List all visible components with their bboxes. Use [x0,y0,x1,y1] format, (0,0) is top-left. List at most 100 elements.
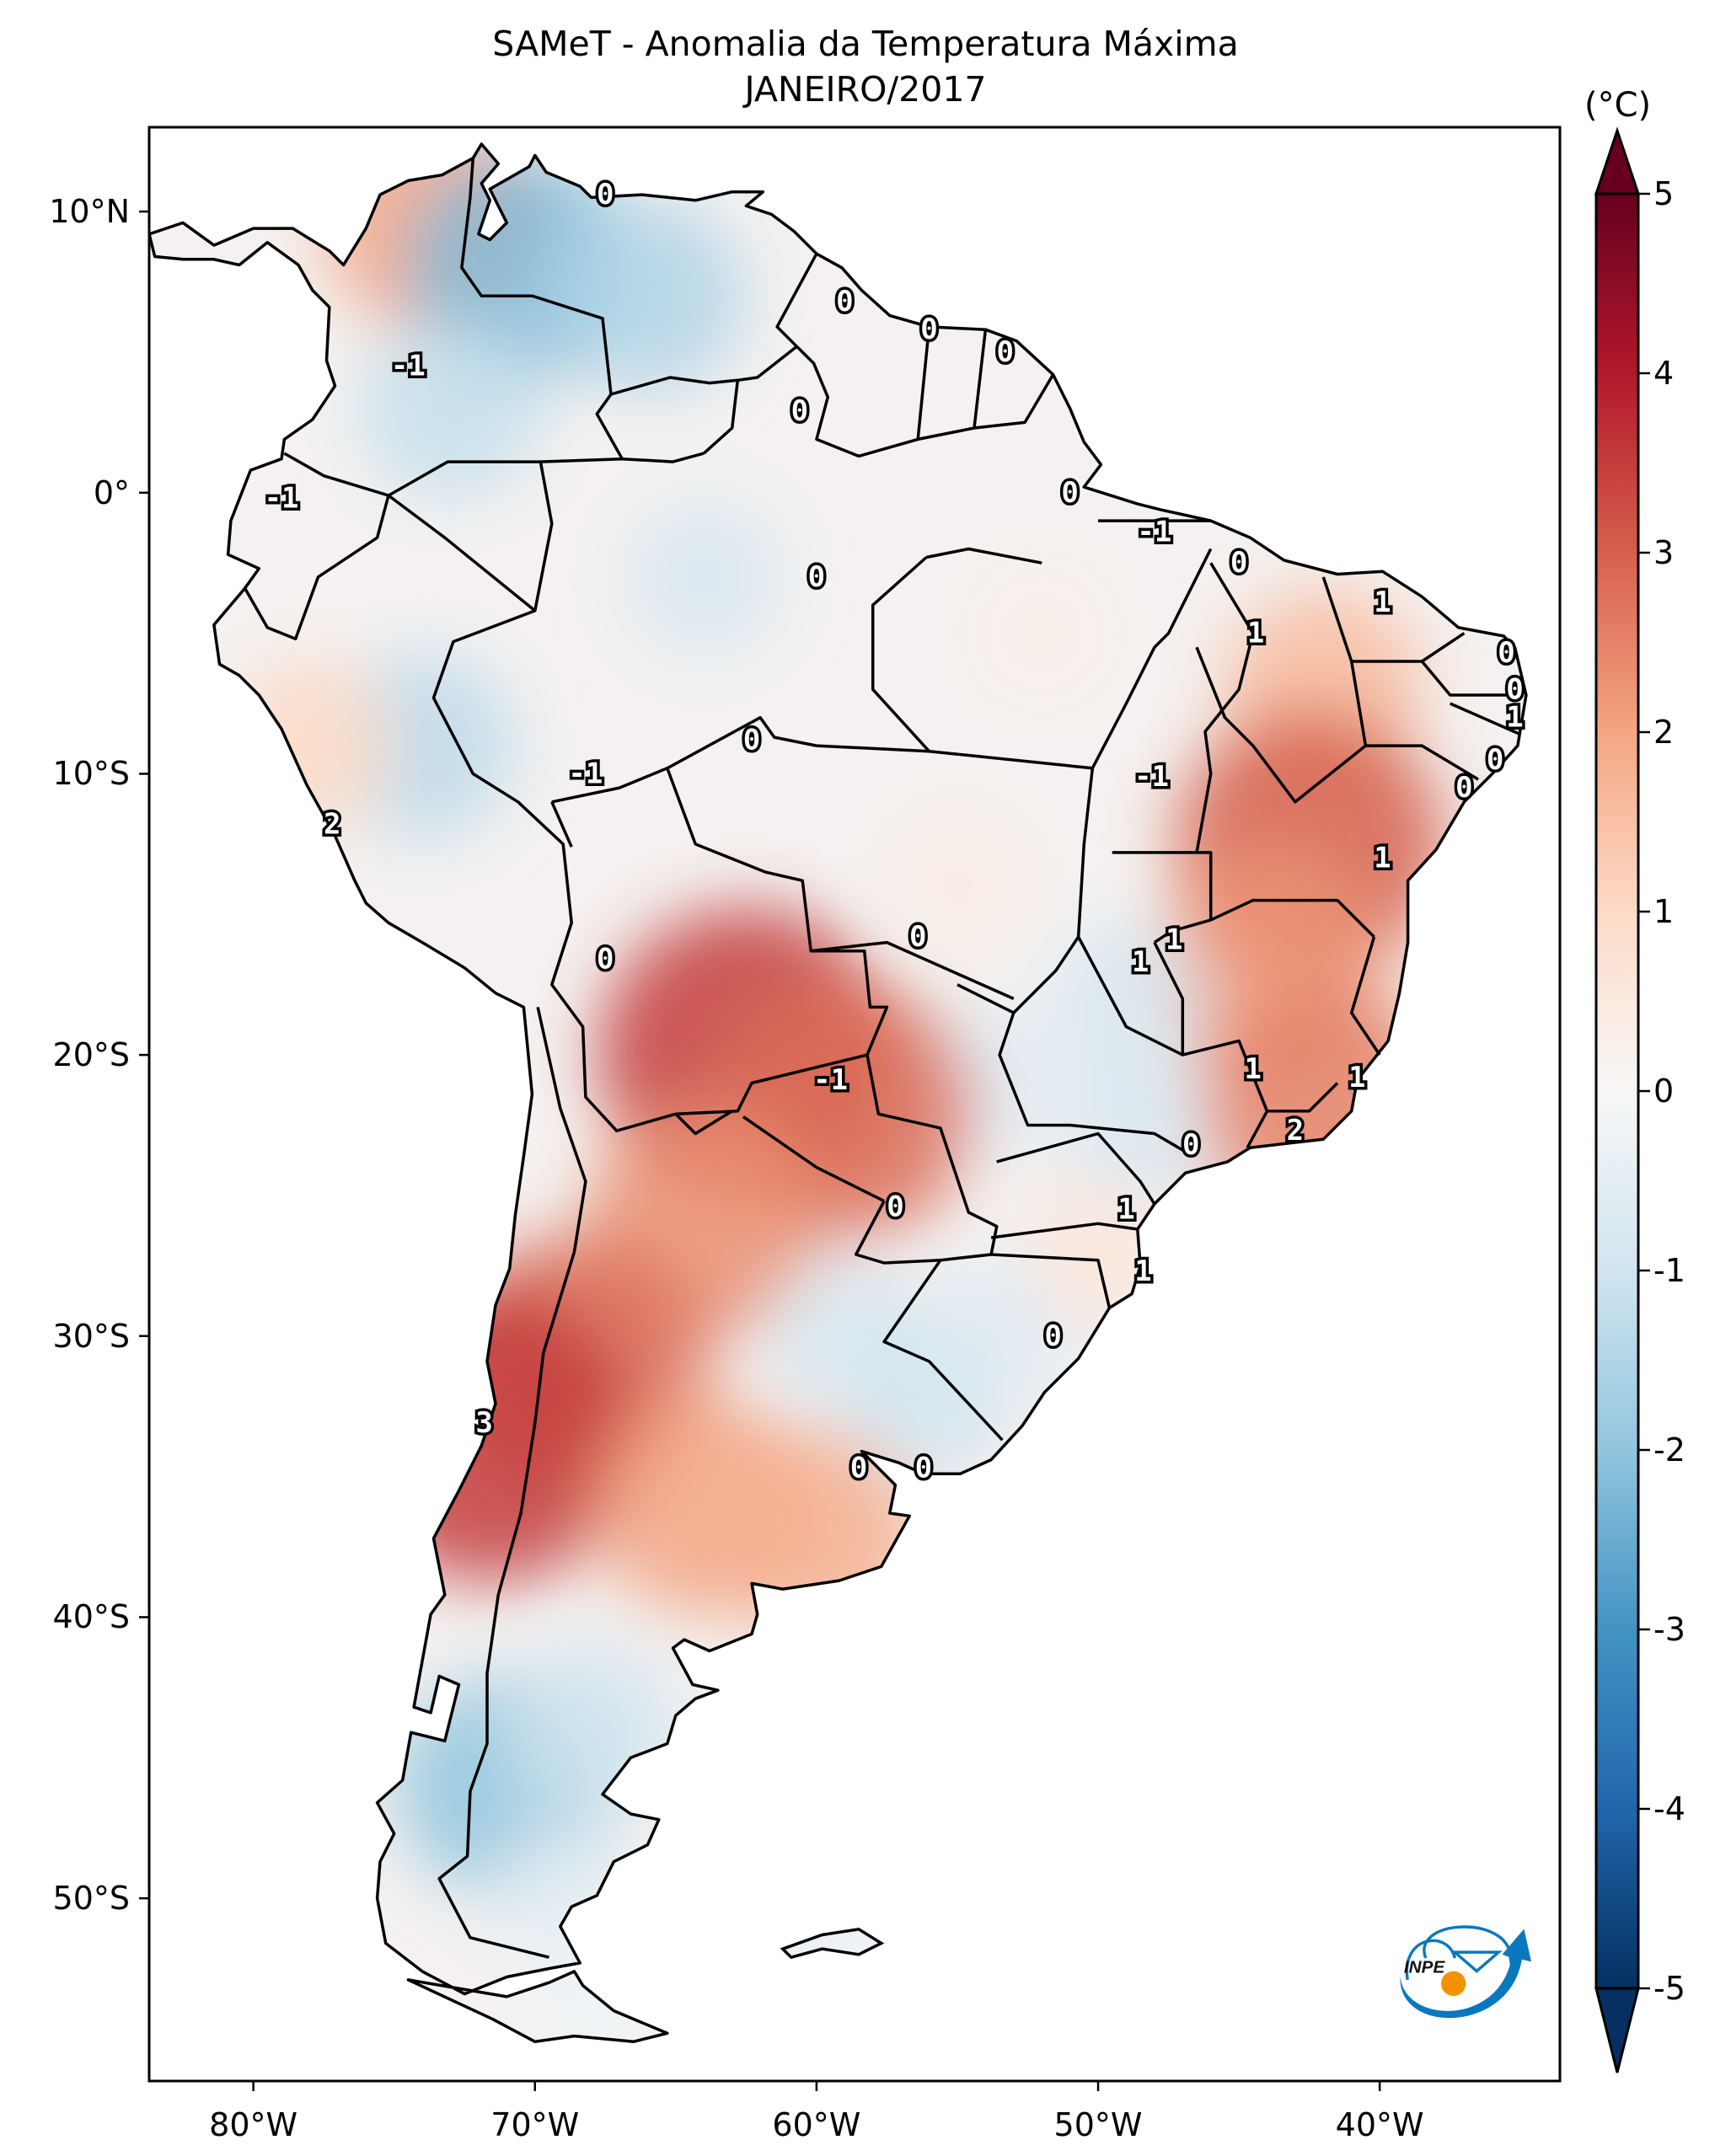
colorbar-tick-label: -5 [1653,1970,1685,2007]
logo-text: INPE [1404,1957,1446,1977]
anomaly-region-goias-south [1047,919,1206,1078]
border-line [854,1200,941,1265]
lat-tick-label: 50°S [52,1880,130,1918]
border-line [1091,548,1213,769]
falkland-islands [780,1927,885,1960]
colorbar-tick-label: -3 [1653,1611,1685,1648]
contour-label: -1 [813,1063,848,1097]
lat-tick-label: 20°S [52,1036,130,1074]
anomaly-region-tierra-del-fuego [527,1946,656,2042]
border-line [437,1007,587,1959]
contour-label: 1 [1132,945,1149,979]
border-line [283,452,389,497]
contour-label: 1 [1506,701,1523,735]
colorbar-tick-label: 0 [1653,1073,1675,1110]
contour-label: 1 [1348,1061,1365,1094]
contour-label: 0 [597,178,614,211]
border-line [666,715,817,770]
anomaly-region-sao-paulo [1061,1046,1220,1205]
border-line [775,253,818,348]
coastline [149,142,1528,2044]
border-line [990,1222,1139,1239]
border-line [1365,744,1479,781]
contour-label: 0 [887,1190,903,1223]
contour-label: -1 [1134,760,1169,794]
border-line [244,495,390,641]
border-line [550,801,573,848]
contour-label: 0 [1061,476,1078,510]
border-line [1153,941,1185,1056]
contour-label: 0 [597,943,614,976]
colorbar-unit-label: (°C) [1584,86,1652,125]
border-line [622,452,705,463]
colorbar-tick-label: -4 [1653,1790,1685,1827]
border-line [431,158,1004,1442]
colorbar-tick-label: 4 [1653,355,1675,392]
colorbar-extend-max [1594,126,1641,195]
anomaly-region-venezuela [550,199,745,393]
contour-label: -1 [391,350,426,383]
contour-label: 0 [1487,743,1503,777]
anomaly-region-mato-grosso [887,816,1026,955]
contour-label: 1 [1374,842,1391,875]
lat-tick-label: 10°S [52,755,130,793]
inpe-logo: INPE [1400,1925,1532,2019]
anomaly-region-colombia [361,318,540,498]
border-line [991,1253,1112,1308]
lon-tick-label: 40°W [1335,2106,1424,2143]
border-line [998,1012,1189,1155]
lat-tick-label: 40°S [52,1598,130,1636]
colorbar-tick-label: -1 [1653,1252,1685,1289]
logo-sun-icon [1440,1971,1466,1996]
border-line [703,380,740,455]
colorbar-tick-label: 3 [1653,534,1675,571]
lon-tick-label: 50°W [1053,2106,1143,2143]
contour-label: 2 [324,807,340,841]
lon-tick-label: 80°W [209,2106,298,2143]
contour-label: 0 [1230,546,1247,580]
anomaly-region-rio [1201,988,1446,1233]
contour-label: 3 [475,1406,492,1440]
lat-tick-label: 30°S [52,1317,130,1355]
contour-label: 2 [1287,1114,1304,1148]
map-frame [147,126,1562,2083]
contour-label: -1 [568,757,603,790]
border-line [925,547,1042,564]
contour-label: 1 [1134,1255,1151,1288]
border-line [957,768,1095,1014]
contour-label: 1 [1374,586,1391,619]
colorbar-tick-label: 1 [1653,893,1675,930]
lat-tick-label: 0° [93,473,130,511]
contour-label: 0 [836,285,853,318]
contour-label: 0 [1182,1128,1199,1162]
contour-label: 0 [1506,672,1523,706]
anomaly-region-para [975,566,1109,700]
colorbar-tick-label: -2 [1653,1431,1685,1469]
contour-label: 0 [909,920,926,954]
logo-arrow-down-icon [1450,1950,1503,1973]
anomaly-region-chubut [506,1645,676,1814]
contour-label: -1 [1137,515,1171,548]
colorbar-extend-min [1594,1987,1640,2073]
contour-label: 1 [1166,923,1182,956]
border-line [1195,646,1367,804]
border-line [1420,660,1521,697]
border-line [1209,898,1375,939]
border-line [811,940,1015,1000]
contour-label: 0 [808,560,825,594]
border-line [1449,702,1521,736]
contour-label: 0 [1044,1319,1061,1353]
contour-label: 0 [915,1452,932,1485]
contour-label: 0 [1455,771,1472,805]
border-line [551,767,889,1056]
colorbar-tick-label: 2 [1653,714,1675,751]
contour-label: 0 [743,723,760,757]
contour-label: 0 [997,335,1014,369]
border-line [816,744,1093,770]
contour-label: 1 [1117,1193,1134,1227]
border-line [674,1110,733,1136]
border-line [973,373,1055,430]
colorbar [1594,126,1650,2073]
